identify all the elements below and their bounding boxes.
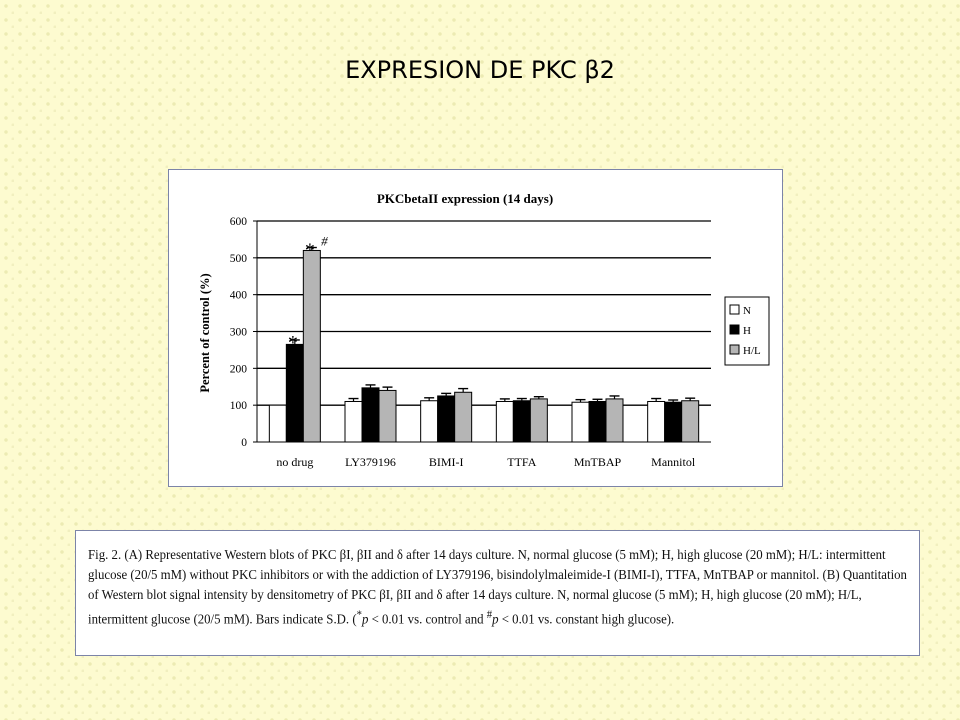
bar-n <box>268 404 287 443</box>
y-tick-label: 200 <box>230 363 248 375</box>
x-tick-label: no drug <box>276 455 313 469</box>
bar-h <box>437 395 456 443</box>
caption-superscript: * <box>356 609 362 621</box>
bar-h-l <box>529 398 548 443</box>
bar-h-l <box>454 391 473 443</box>
significance-star: * <box>305 240 315 262</box>
bar-n <box>571 401 590 443</box>
y-tick-label: 600 <box>230 216 248 228</box>
bar-h-l <box>302 249 321 443</box>
y-tick-label: 300 <box>230 327 248 339</box>
bar-h <box>588 400 607 443</box>
legend-swatch <box>729 344 740 355</box>
bar-n <box>344 400 363 443</box>
y-axis-label: Percent of control (%) <box>198 273 212 392</box>
bar-n <box>647 400 666 443</box>
legend-swatch <box>729 304 740 315</box>
slide-title: EXPRESION DE PKC β2 <box>345 56 615 84</box>
bar-h-l <box>681 400 700 443</box>
chart-panel: PKCbetaII expression (14 days) Percent o… <box>168 169 783 487</box>
legend-swatch <box>729 324 740 335</box>
significance-hash: # <box>321 234 328 249</box>
caption-text: intermittent glucose (20/5 mM). Bars ind… <box>88 611 357 627</box>
bar-chart: PKCbetaII expression (14 days) Percent o… <box>198 191 770 469</box>
significance-star: * <box>288 332 298 354</box>
caption-line: glucose (20/5 mM) without PKC inhibitors… <box>88 567 907 582</box>
caption-superscript: # <box>486 609 493 621</box>
caption-line: intermittent glucose (20/5 mM). Bars ind… <box>88 605 871 629</box>
caption-line: Fig. 2. (A) Representative Western blots… <box>88 547 886 562</box>
caption-line: of Western blot signal intensity by dens… <box>88 587 862 602</box>
legend-label: H/L <box>743 345 761 357</box>
bar-h <box>512 400 531 443</box>
bar-n <box>495 400 514 443</box>
x-tick-label: TTFA <box>507 455 536 469</box>
x-tick-label: LY379196 <box>345 455 396 469</box>
bar-h <box>285 343 304 443</box>
caption-text: < 0.01 vs. control and <box>368 611 487 627</box>
y-tick-label: 400 <box>230 290 248 302</box>
x-tick-label: Mannitol <box>651 455 696 469</box>
bar-h <box>361 387 380 443</box>
chart-title: PKCbetaII expression (14 days) <box>377 191 553 206</box>
caption-text: < 0.01 vs. constant high glucose). <box>498 611 675 627</box>
bar-h-l <box>605 398 624 443</box>
bar-h <box>664 401 683 443</box>
y-tick-label: 500 <box>230 253 248 265</box>
caption-italic: p <box>492 611 499 627</box>
figure-caption: Fig. 2. (A) Representative Western blots… <box>75 530 920 656</box>
y-tick-label: 0 <box>241 437 247 449</box>
x-tick-label: MnTBAP <box>574 455 622 469</box>
bar-n <box>420 400 439 443</box>
y-tick-label: 100 <box>230 400 248 412</box>
x-tick-label: BIMI-I <box>429 455 464 469</box>
caption-italic: p <box>361 611 369 627</box>
legend-label: H <box>743 325 751 337</box>
legend-label: N <box>743 305 751 317</box>
bar-h-l <box>378 389 397 443</box>
